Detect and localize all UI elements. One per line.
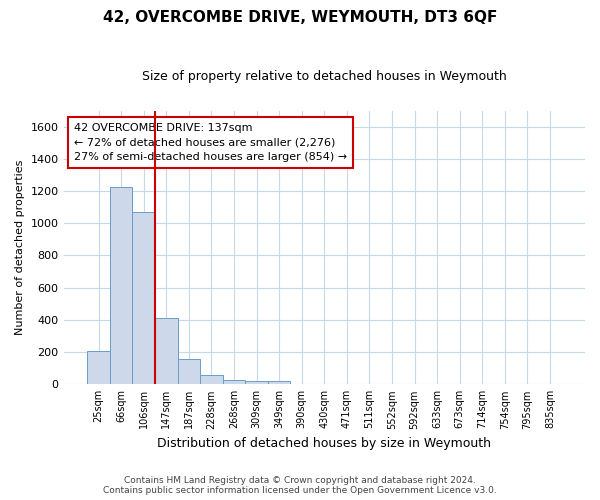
Bar <box>87 352 110 384</box>
Text: 42 OVERCOMBE DRIVE: 137sqm
← 72% of detached houses are smaller (2,276)
27% of s: 42 OVERCOMBE DRIVE: 137sqm ← 72% of deta… <box>74 123 347 162</box>
Bar <box>223 380 245 384</box>
Bar <box>110 187 133 384</box>
Bar <box>268 381 290 384</box>
Bar <box>133 212 155 384</box>
Y-axis label: Number of detached properties: Number of detached properties <box>15 160 25 335</box>
Bar <box>245 381 268 384</box>
X-axis label: Distribution of detached houses by size in Weymouth: Distribution of detached houses by size … <box>157 437 491 450</box>
Text: Contains HM Land Registry data © Crown copyright and database right 2024.
Contai: Contains HM Land Registry data © Crown c… <box>103 476 497 495</box>
Text: 42, OVERCOMBE DRIVE, WEYMOUTH, DT3 6QF: 42, OVERCOMBE DRIVE, WEYMOUTH, DT3 6QF <box>103 10 497 25</box>
Bar <box>178 358 200 384</box>
Bar <box>155 318 178 384</box>
Bar <box>200 376 223 384</box>
Title: Size of property relative to detached houses in Weymouth: Size of property relative to detached ho… <box>142 70 506 83</box>
